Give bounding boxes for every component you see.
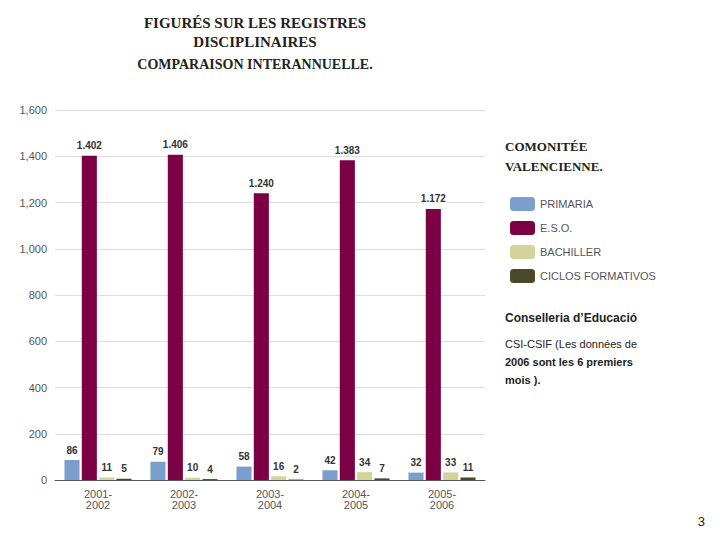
svg-text:11: 11 <box>463 462 474 473</box>
svg-text:1,600: 1,600 <box>19 104 47 116</box>
svg-text:16: 16 <box>273 461 285 472</box>
svg-text:1.172: 1.172 <box>421 193 446 204</box>
svg-text:58: 58 <box>238 451 250 462</box>
svg-text:800: 800 <box>29 289 47 301</box>
svg-text:VALENCIENNE.: VALENCIENNE. <box>505 159 603 174</box>
svg-text:34: 34 <box>359 457 371 468</box>
svg-text:2005: 2005 <box>344 499 368 511</box>
svg-text:mois ).: mois ). <box>505 374 540 386</box>
svg-text:COMONITÉE: COMONITÉE <box>505 139 587 154</box>
svg-text:1.383: 1.383 <box>335 145 360 156</box>
svg-text:79: 79 <box>152 446 164 457</box>
svg-text:2001-: 2001- <box>83 487 113 500</box>
svg-text:2003: 2003 <box>172 499 196 511</box>
svg-text:42: 42 <box>324 455 336 466</box>
svg-text:Conselleria d’Educació: Conselleria d’Educació <box>505 311 637 325</box>
svg-text:FIGURÉS SUR LES REGISTRES: FIGURÉS SUR LES REGISTRES <box>144 15 366 31</box>
svg-text:5: 5 <box>121 463 127 474</box>
svg-text:33: 33 <box>445 457 457 468</box>
svg-text:4: 4 <box>207 464 213 475</box>
svg-text:2004: 2004 <box>258 499 282 511</box>
svg-text:CSI-CSIF (Les données de: CSI-CSIF (Les données de <box>505 338 637 350</box>
svg-text:32: 32 <box>410 457 422 468</box>
svg-text:1,400: 1,400 <box>19 150 47 162</box>
svg-text:2003-: 2003- <box>255 487 285 500</box>
svg-text:2002: 2002 <box>86 499 110 511</box>
svg-text:3: 3 <box>698 514 705 529</box>
svg-text:11: 11 <box>101 462 112 473</box>
svg-text:1.240: 1.240 <box>249 178 274 189</box>
svg-text:200: 200 <box>29 428 47 440</box>
svg-text:BACHILLER: BACHILLER <box>540 246 601 258</box>
svg-text:2005-: 2005- <box>427 487 457 500</box>
svg-text:1.402: 1.402 <box>77 140 102 151</box>
svg-text:1.406: 1.406 <box>163 139 188 150</box>
svg-text:CICLOS FORMATIVOS: CICLOS FORMATIVOS <box>540 270 656 282</box>
svg-text:2004-: 2004- <box>341 487 371 500</box>
svg-text:COMPARAISON INTERANNUELLE.: COMPARAISON INTERANNUELLE. <box>137 57 372 72</box>
svg-text:2006 sont les 6 premiers: 2006 sont les 6 premiers <box>505 356 633 368</box>
svg-text:E.S.O.: E.S.O. <box>540 222 572 234</box>
svg-text:400: 400 <box>29 382 47 394</box>
svg-text:1,000: 1,000 <box>19 243 47 255</box>
svg-text:2: 2 <box>293 464 299 475</box>
svg-text:DISCIPLINAIRES: DISCIPLINAIRES <box>193 34 316 50</box>
svg-text:600: 600 <box>29 335 47 347</box>
svg-text:0: 0 <box>41 474 47 486</box>
svg-text:1,200: 1,200 <box>19 197 47 209</box>
svg-text:PRIMARIA: PRIMARIA <box>540 198 594 210</box>
svg-text:10: 10 <box>187 462 199 473</box>
svg-text:7: 7 <box>379 463 385 474</box>
svg-text:2006: 2006 <box>430 499 454 511</box>
svg-text:2002-: 2002- <box>169 487 199 500</box>
svg-text:86: 86 <box>66 445 78 456</box>
